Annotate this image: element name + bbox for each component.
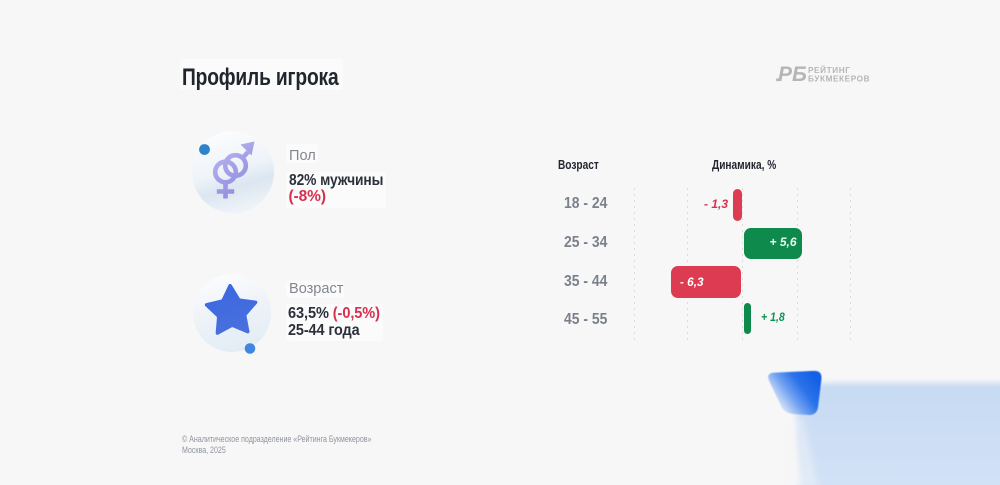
svg-text:РЕЙТИНГ: РЕЙТИНГ (808, 64, 850, 75)
svg-text:РБ: РБ (778, 63, 807, 86)
svg-text:БУКМЕКЕРОВ: БУКМЕКЕРОВ (808, 75, 870, 84)
